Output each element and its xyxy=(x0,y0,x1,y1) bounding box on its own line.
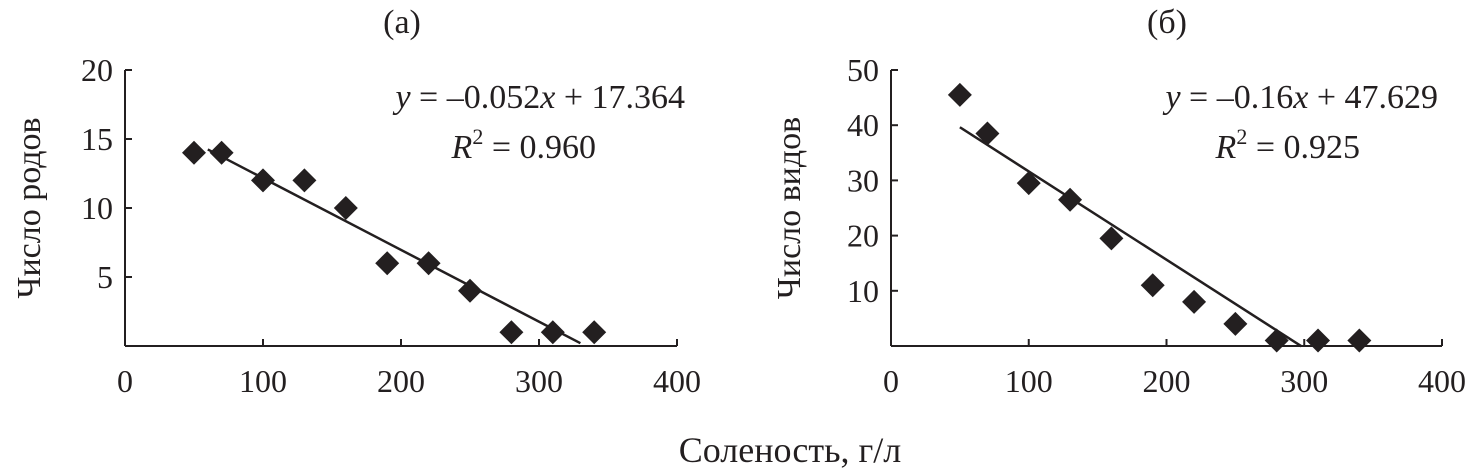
panel-b-y-axis-label: Число видов xyxy=(771,117,808,299)
panel-b-y-tick-label: 40 xyxy=(847,107,879,143)
panel-a-equation: y = –0.052x + 17.364 xyxy=(392,79,685,116)
panel-b-data-point xyxy=(1058,187,1083,212)
panel-a-data-point xyxy=(251,168,275,193)
panel-a-data-point xyxy=(375,251,400,276)
panel-a-x-ticks: 0 100 200 300 400 xyxy=(117,339,701,399)
panel-b-data-point xyxy=(1016,171,1041,196)
panel-a-y-axis-label: Число родов xyxy=(11,117,48,298)
panel-b-y-tick-label: 30 xyxy=(847,162,879,198)
panel-b-trendline-group xyxy=(959,126,1303,348)
panel-b-data-point xyxy=(947,82,972,107)
panel-a-x-tick-label: 200 xyxy=(377,363,425,399)
panel-b-data-point xyxy=(1140,273,1165,298)
panel-b-y-tick-label: 10 xyxy=(847,273,879,309)
panel-a-data-point xyxy=(416,251,441,276)
panel-b-data-point xyxy=(1182,289,1207,314)
panel-a-y-tick-label: 20 xyxy=(81,52,113,88)
panel-a-data-point xyxy=(582,320,607,345)
panel-a-data-point xyxy=(540,320,565,345)
panel-b: (б) Число видов 0 100 200 300 400 10 20 30 40 50… xyxy=(771,4,1466,399)
panel-b-x-ticks: 0 100 200 300 400 xyxy=(883,339,1466,399)
panel-a-label: (а) xyxy=(383,4,421,41)
panel-a-r-squared: R2 = 0.960 xyxy=(451,124,596,166)
panel-b-points xyxy=(947,82,1372,353)
panel-b-equation: y = –0.16x + 47.629 xyxy=(1162,79,1438,116)
panel-b-data-point xyxy=(1099,226,1124,251)
panel-a-data-point xyxy=(182,140,206,165)
panel-b-data-point xyxy=(1306,328,1331,353)
panel-b-data-point xyxy=(975,121,1000,146)
panel-b-data-point xyxy=(1223,311,1248,336)
panel-b-label: (б) xyxy=(1147,4,1187,41)
panel-b-data-point xyxy=(1347,328,1372,353)
panel-b-x-tick-label: 300 xyxy=(1280,363,1328,399)
panel-b-x-tick-label: 0 xyxy=(883,363,899,399)
panel-a-y-tick-label: 10 xyxy=(81,190,113,226)
panel-b-y-ticks: 10 20 30 40 50 xyxy=(847,52,898,309)
panel-b-r-squared: R2 = 0.925 xyxy=(1215,124,1360,166)
panel-b-x-tick-label: 100 xyxy=(1005,363,1053,399)
panel-a-y-tick-label: 15 xyxy=(81,121,113,157)
panel-b-x-tick-label: 200 xyxy=(1143,363,1191,399)
panel-a-data-point xyxy=(209,140,234,165)
panel-a-y-ticks: 5 10 15 20 xyxy=(81,52,132,295)
panel-a-data-point xyxy=(292,168,317,193)
panel-b-y-tick-label: 50 xyxy=(847,52,879,88)
panel-b-trendline xyxy=(959,126,1303,348)
panel-a-data-point xyxy=(333,196,358,220)
panel-b-y-tick-label: 20 xyxy=(847,218,879,254)
shared-x-axis-label: Соленость, г/л xyxy=(679,430,902,470)
panel-b-data-point xyxy=(1264,328,1289,353)
panel-a-y-tick-label: 5 xyxy=(97,259,113,295)
panel-a-x-tick-label: 400 xyxy=(653,363,701,399)
panel-a-x-tick-label: 300 xyxy=(515,363,563,399)
panel-a-data-point xyxy=(499,320,524,345)
panel-b-x-tick-label: 400 xyxy=(1418,363,1466,399)
panel-a-points xyxy=(182,140,607,345)
panel-a-data-point xyxy=(458,278,482,303)
panel-a: (а) Число родов 0 100 200 300 400 5 10 15 20 y … xyxy=(11,4,701,399)
panel-a-x-tick-label: 0 xyxy=(117,363,133,399)
panel-a-x-tick-label: 100 xyxy=(239,363,287,399)
